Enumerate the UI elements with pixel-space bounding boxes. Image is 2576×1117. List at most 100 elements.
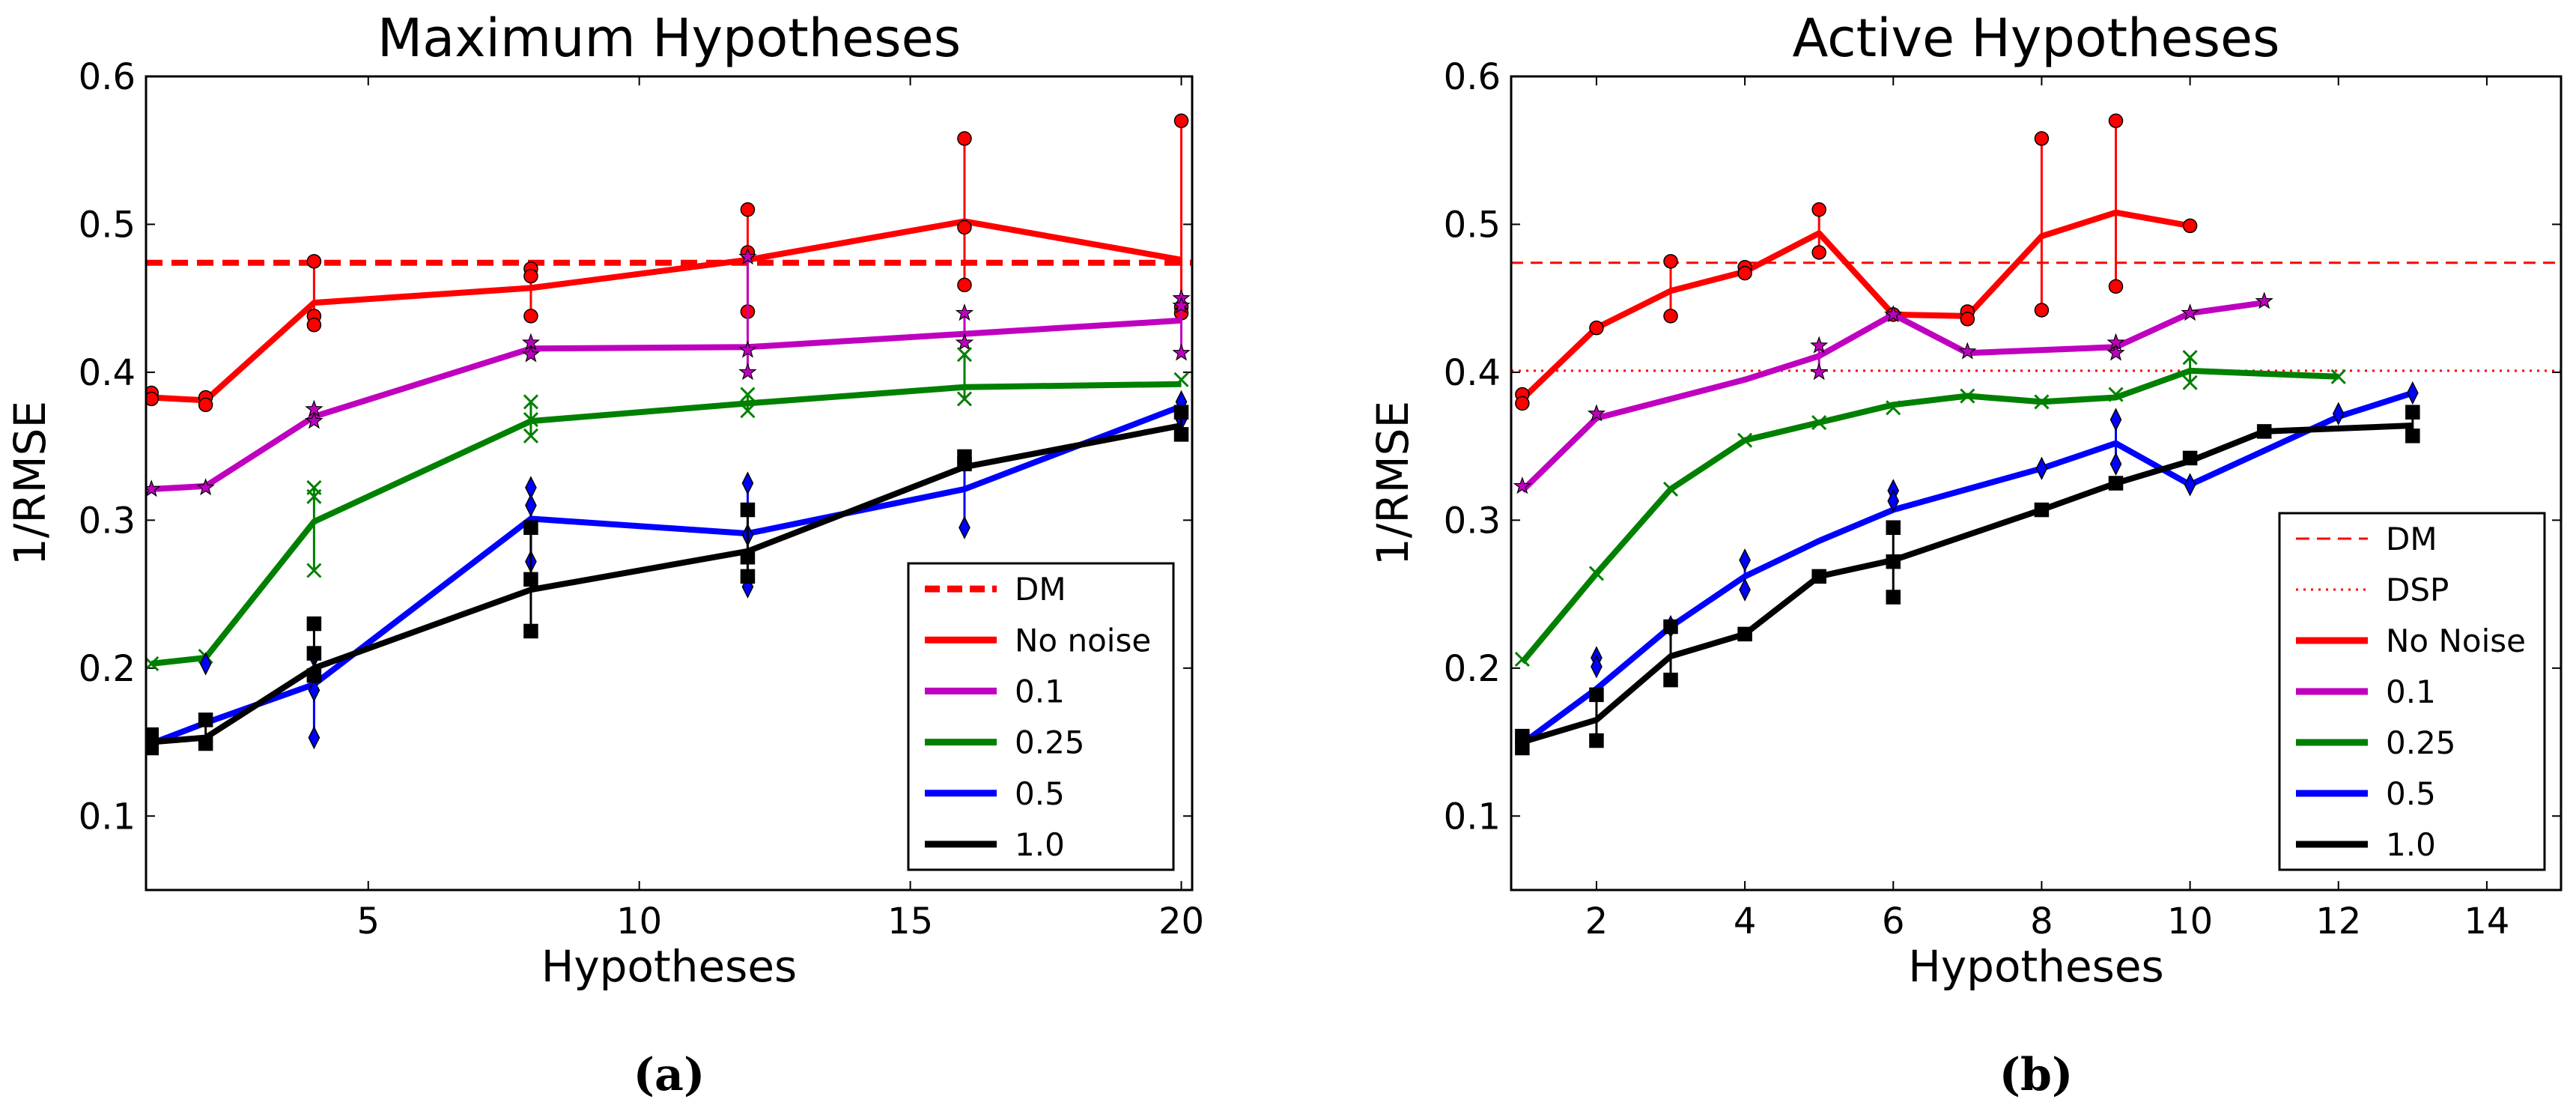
data-point [1588, 566, 1605, 581]
data-point [2034, 394, 2050, 410]
data-point [955, 303, 974, 321]
data-point [2332, 402, 2345, 426]
series-line [1520, 209, 2191, 402]
data-point [1173, 372, 1189, 387]
plot-area [1511, 113, 2561, 756]
data-point [525, 493, 537, 518]
legend-label-0-1: 0.1 [2386, 673, 2436, 710]
data-point [2182, 350, 2198, 366]
data-point [957, 277, 972, 293]
series-no-noise [146, 113, 1189, 413]
data-point [2108, 387, 2124, 402]
y-axis-label: 1/RMSE [1367, 401, 1418, 566]
data-point [523, 572, 538, 587]
data-point [523, 309, 538, 324]
data-point [1886, 400, 1901, 416]
series-0-5 [1516, 381, 2419, 756]
data-point [740, 569, 756, 584]
series-line [1519, 367, 2339, 665]
x-tick-label: 4 [1734, 900, 1757, 942]
figure-caption: (a) [634, 1049, 705, 1101]
x-tick-label: 2 [1585, 900, 1609, 942]
data-point [1886, 554, 1901, 569]
legend-label-dm: DM [2386, 521, 2437, 557]
y-axis-label: 1/RMSE [4, 401, 55, 566]
data-point [306, 646, 322, 661]
y-tick-label: 0.1 [79, 796, 136, 838]
data-point [959, 515, 970, 539]
data-point [2256, 424, 2272, 439]
x-tick-label: 12 [2315, 900, 2361, 942]
data-point [2405, 429, 2420, 444]
y-tick-label: 0.2 [79, 648, 136, 690]
x-tick-label: 5 [356, 900, 380, 942]
x-tick-label: 8 [2030, 900, 2053, 942]
data-point [955, 333, 974, 351]
data-point [1810, 336, 1829, 354]
data-point [1886, 590, 1901, 605]
y-tick-label: 0.3 [1444, 500, 1501, 542]
data-point [523, 623, 538, 639]
y-tick-label: 0.6 [1444, 56, 1501, 98]
series-0-1 [1513, 291, 2273, 494]
data-point [738, 247, 757, 265]
data-point [308, 678, 321, 703]
legend: DM DSP No Noise 0.1 0.25 0.5 1.0 [2278, 512, 2546, 871]
data-point [1811, 202, 1826, 217]
data-point [1739, 548, 1751, 572]
data-point [740, 202, 756, 217]
data-point [1663, 619, 1678, 635]
data-point [2109, 452, 2122, 476]
data-point [1591, 655, 1603, 679]
series-1-0 [146, 405, 1189, 756]
data-point [2330, 369, 2346, 384]
data-point [2182, 218, 2198, 234]
legend-label-0-5: 0.5 [1015, 775, 1065, 812]
data-point [523, 520, 538, 535]
data-point [523, 394, 538, 410]
y-tick-label: 0.2 [1444, 648, 1501, 690]
data-point [146, 479, 161, 497]
data-point [306, 488, 322, 504]
chart-title: Active Hypotheses [1793, 7, 2280, 69]
data-point [1811, 414, 1827, 431]
data-point [1737, 432, 1753, 448]
series-0-25 [1514, 350, 2346, 668]
data-point [2106, 343, 2125, 361]
chart-maximum-hypotheses: Maximum Hypotheses Hypotheses 1/RMSE (a) 5 10… [4, 7, 1204, 1101]
data-point [741, 471, 754, 495]
data-point [1810, 363, 1829, 381]
legend-label-0-5: 0.5 [2386, 775, 2436, 812]
chart-active-hypotheses: Active Hypotheses Hypotheses 1/RMSE (b) 2 4 6 8… [1367, 7, 2563, 1101]
data-point [1589, 320, 1604, 336]
y-tick-label: 0.1 [1444, 796, 1501, 838]
plot-area [146, 113, 1192, 756]
data-point [956, 347, 973, 363]
data-point [957, 456, 972, 472]
data-point [1811, 569, 1826, 584]
data-point [146, 740, 159, 756]
data-point [1958, 342, 1977, 360]
series-0-1 [146, 247, 1191, 497]
data-point [198, 397, 213, 413]
data-point [2108, 279, 2124, 294]
y-tick-label: 0.5 [1444, 204, 1501, 246]
data-point [740, 549, 756, 565]
y-tick-label: 0.4 [79, 352, 136, 394]
data-point [306, 563, 322, 578]
axes-frame [1510, 75, 2563, 892]
data-point [1589, 687, 1604, 703]
data-point [1173, 113, 1189, 128]
data-point [2109, 408, 2122, 432]
data-point [1887, 489, 1900, 513]
x-tick-label: 10 [616, 900, 662, 942]
data-point [1589, 733, 1604, 748]
figure-caption: (b) [1999, 1049, 2074, 1101]
legend-label-no-noise: No noise [1015, 622, 1151, 659]
data-point [1663, 672, 1678, 688]
data-point [2182, 375, 2198, 390]
data-point [1514, 651, 1530, 668]
legend-label-1-0: 1.0 [1015, 826, 1065, 863]
x-axis-label: Hypotheses [1908, 941, 2164, 992]
